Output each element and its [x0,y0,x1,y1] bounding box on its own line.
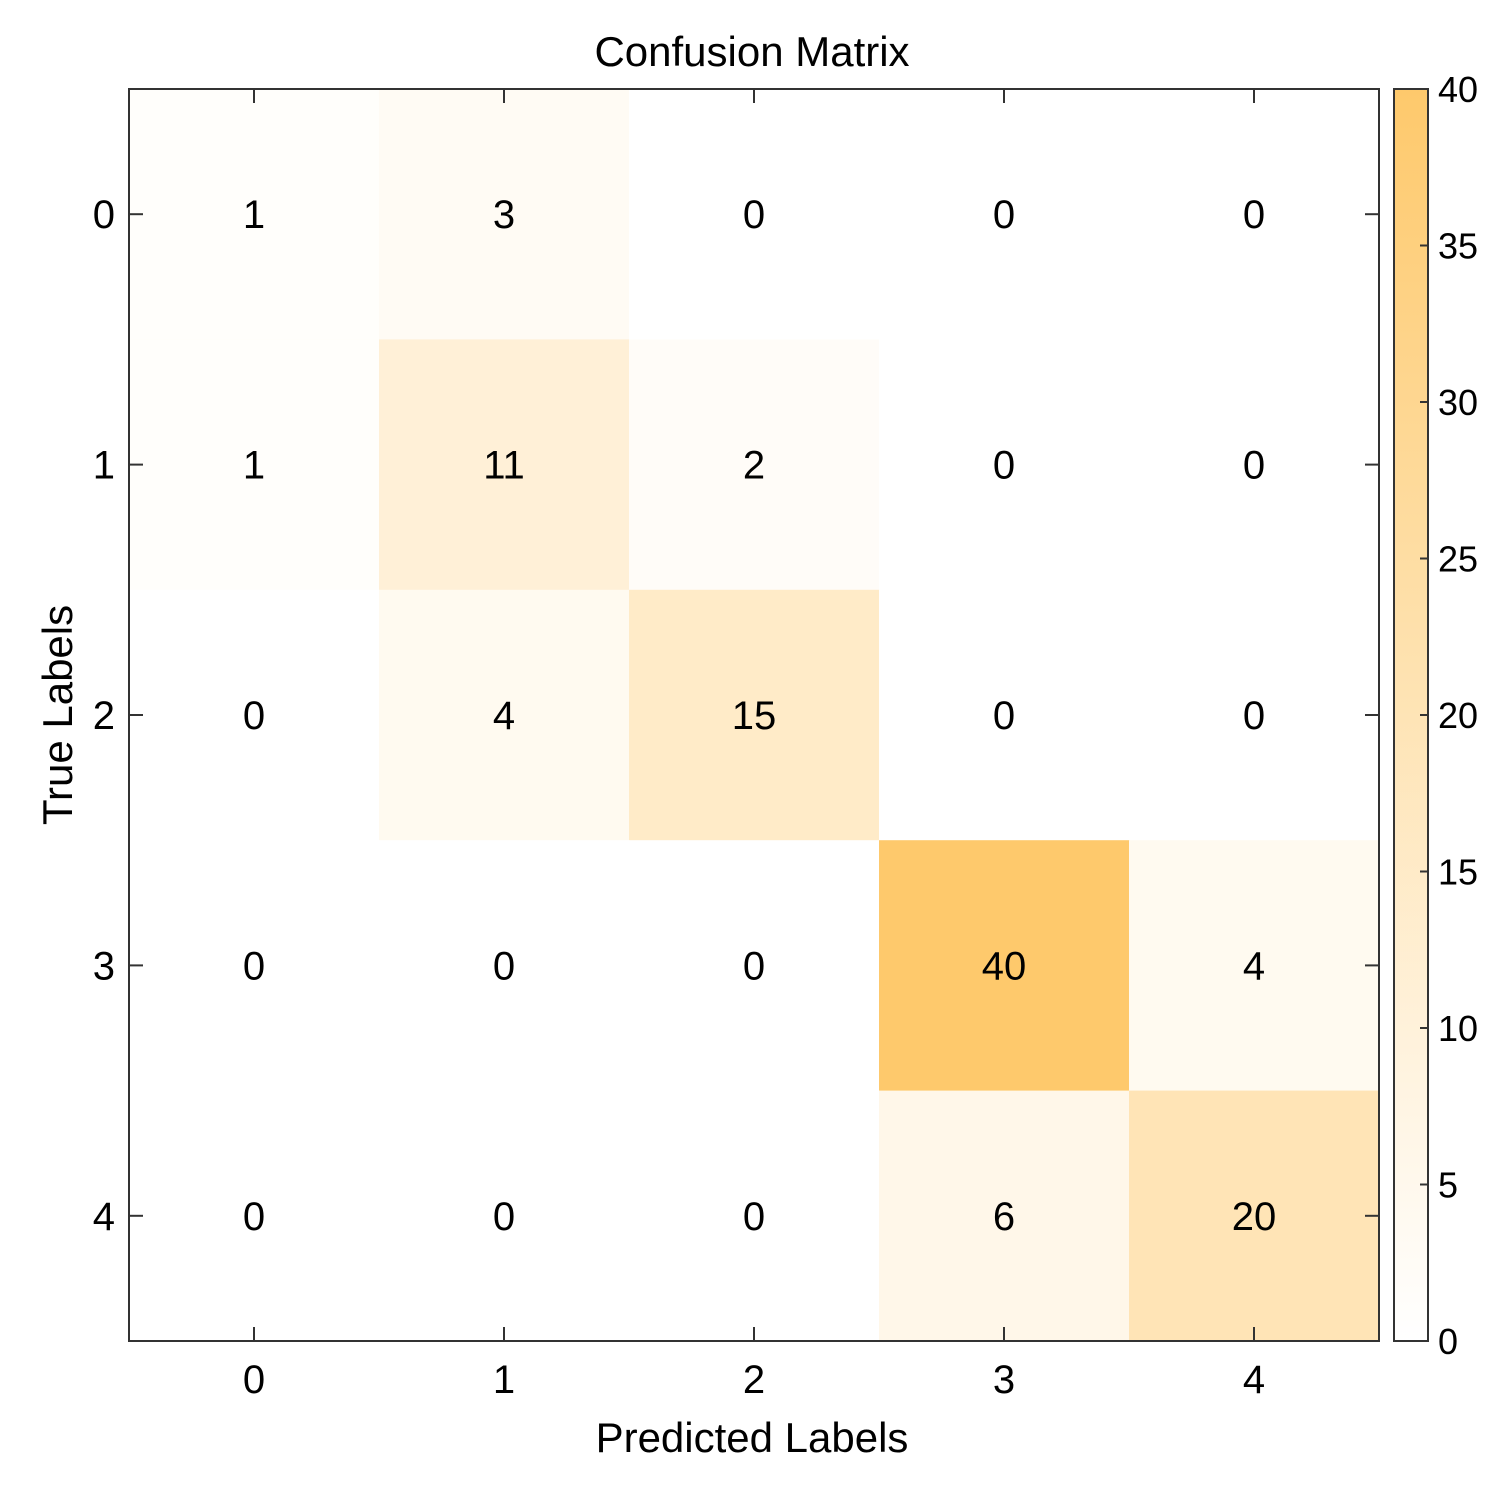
x-tick-label: 1 [493,1358,515,1402]
heatmap-cell [629,1090,880,1342]
heatmap-cell [879,339,1130,591]
y-tick-label: 0 [93,193,115,237]
heatmap-cell [879,89,1130,340]
cell-value-label: 0 [1243,444,1265,488]
cell-value-label: 11 [483,444,525,488]
cell-value-label: 4 [1243,944,1265,988]
x-tick-label: 2 [743,1358,765,1402]
heatmap-cell [1129,840,1380,1092]
x-tick-label: 3 [993,1358,1015,1402]
colorbar-tick-label: 35 [1438,226,1478,267]
y-tick-label: 3 [93,944,115,988]
heatmap-cell [379,589,630,841]
colorbar-tick-label: 30 [1438,382,1478,423]
x-axis-label: Predicted Labels [596,1414,909,1461]
y-axis-label: True Labels [34,605,81,825]
colorbar-tick-label: 0 [1438,1321,1458,1362]
cell-value-label: 20 [1232,1195,1277,1239]
cell-value-label: 0 [243,1195,265,1239]
cell-value-label: 40 [982,944,1027,988]
cell-value-label: 0 [743,944,765,988]
colorbar-tick-label: 10 [1438,1008,1478,1049]
heatmap-cell [379,89,630,340]
heatmap-cell [129,840,380,1092]
cell-value-label: 0 [493,1195,515,1239]
heatmap-cell [379,840,630,1092]
x-tick-label: 4 [1243,1358,1265,1402]
cell-value-label: 0 [993,193,1015,237]
heatmap-cell [629,589,880,841]
heatmap-cell [629,339,880,591]
axis-ticks [129,89,1379,1341]
y-tick-label: 1 [93,444,115,488]
cell-value-label: 1 [243,193,265,237]
colorbar-tick-label: 20 [1438,695,1478,736]
y-axis-tick-labels: 0 1 2 3 4 [93,193,115,1239]
heatmap-cell [879,589,1130,841]
y-tick-label: 2 [93,694,115,738]
cell-value-label: 0 [1243,694,1265,738]
heatmap-cell [379,339,630,591]
x-axis-tick-labels: 0 1 2 3 4 [243,1358,1265,1402]
cell-value-label: 0 [743,193,765,237]
cell-value-label: 0 [243,944,265,988]
heatmap-cell [629,89,880,340]
heatmap-cell [629,840,880,1092]
chart-title: Confusion Matrix [594,28,909,75]
colorbar-tick-label: 40 [1438,69,1478,110]
cell-value-label: 0 [243,694,265,738]
cell-value-label: 6 [993,1195,1015,1239]
cell-value-label: 0 [743,1195,765,1239]
heatmap-cells [129,89,1380,1342]
cell-value-label: 0 [493,944,515,988]
heatmap-cell [1129,339,1380,591]
heatmap-cell [379,1090,630,1342]
cell-value-label: 15 [732,694,777,738]
heatmap-cell [129,589,380,841]
cell-value-label: 1 [243,444,265,488]
heatmap-cell [1129,589,1380,841]
cell-value-label: 4 [493,694,515,738]
y-tick-label: 4 [93,1195,115,1239]
colorbar-ticks: 0 5 10 15 20 25 30 35 40 [1420,69,1478,1362]
cell-value-label: 3 [493,193,515,237]
x-tick-label: 0 [243,1358,265,1402]
cell-value-label: 0 [993,444,1015,488]
colorbar-tick-label: 5 [1438,1165,1458,1206]
heatmap-cell [129,89,380,340]
heatmap-cell-labels: 1 3 0 0 01 11 2 0 00 4 15 0 00 0 0 40 40 0 0 6 20 [243,193,1276,1239]
heatmap-cell [1129,1090,1380,1342]
cell-value-label: 2 [743,444,765,488]
heatmap-cell [879,840,1130,1092]
heatmap-cell [129,339,380,591]
colorbar-tick-label: 15 [1438,852,1478,893]
cell-value-label: 0 [1243,193,1265,237]
cell-value-label: 0 [993,694,1015,738]
heatmap-cell [129,1090,380,1342]
colorbar-tick-label: 25 [1438,539,1478,580]
heatmap-cell [1129,89,1380,340]
heatmap-cell [879,1090,1130,1342]
